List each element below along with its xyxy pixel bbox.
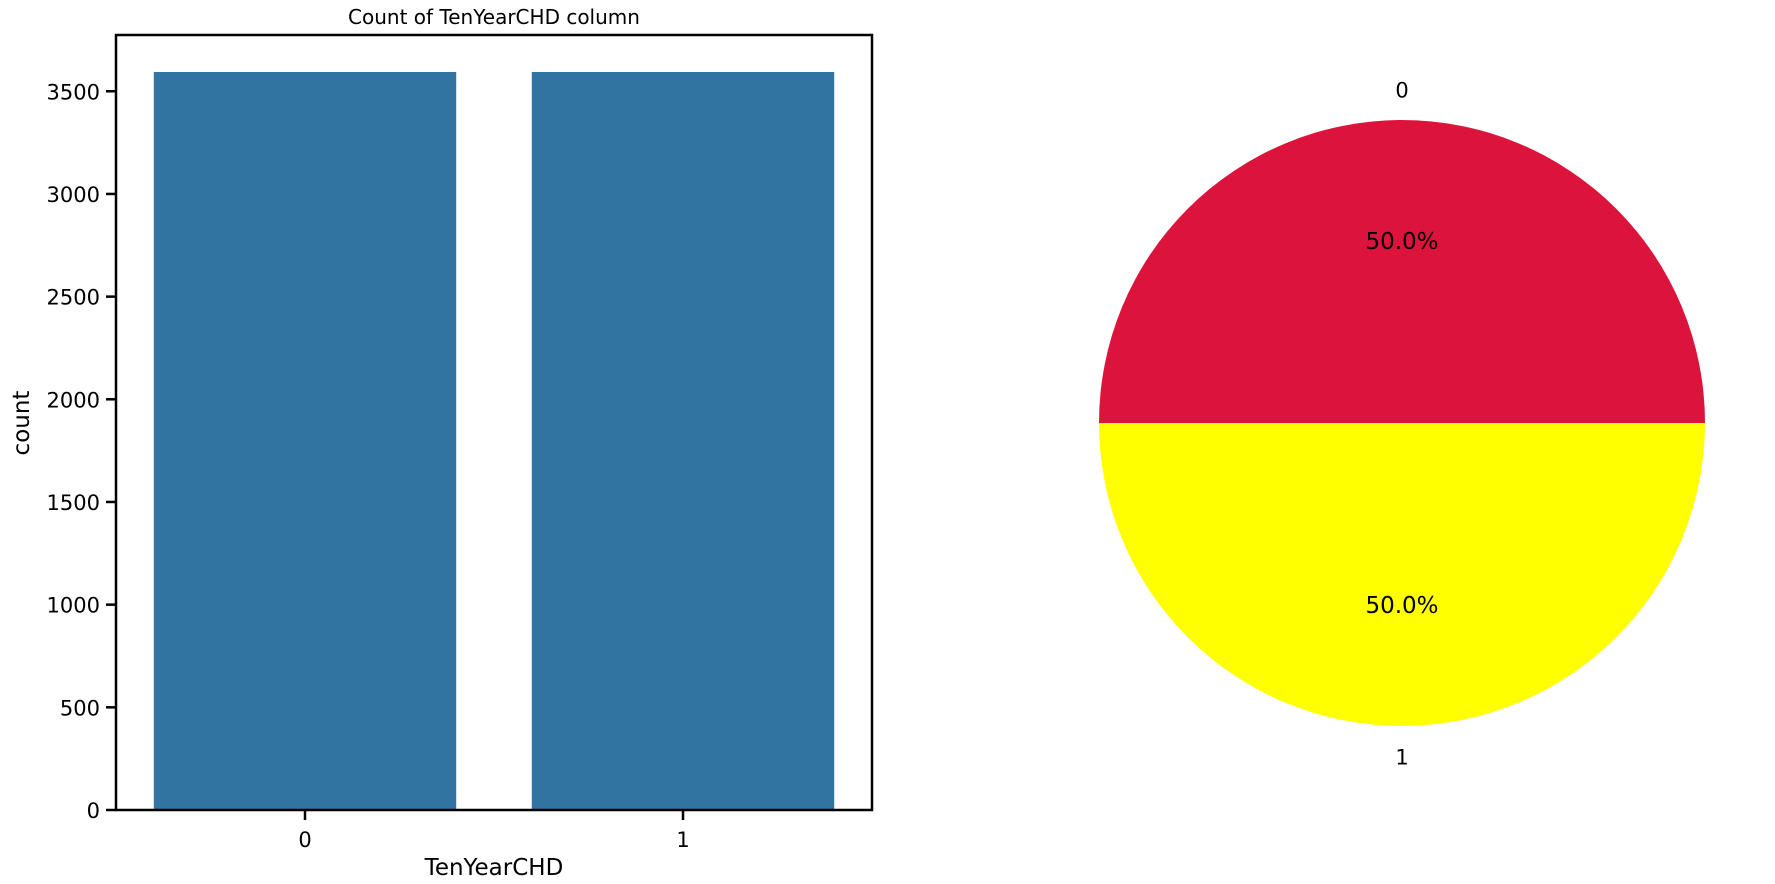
y-tick-label: 2000	[47, 388, 100, 412]
bar-chart-title: Count of TenYearCHD column	[348, 5, 640, 29]
pie-pct-label: 50.0%	[1365, 593, 1438, 619]
y-tick-label: 1500	[47, 491, 100, 515]
pie-pct-label: 50.0%	[1365, 229, 1438, 255]
y-tick-label: 0	[87, 799, 100, 823]
x-tick-label: 1	[676, 828, 689, 852]
pie-labels: 0 50.0% 1 50.0%	[1365, 79, 1438, 770]
y-axis-label: count	[9, 391, 35, 456]
y-tick-label: 1000	[47, 594, 100, 618]
x-axis-label: TenYearCHD	[424, 855, 564, 881]
plot-frame	[114, 33, 874, 812]
pie-marks	[1099, 120, 1705, 726]
pie-slice	[1099, 120, 1705, 423]
bar	[531, 71, 835, 810]
y-tick-label: 2500	[47, 286, 100, 310]
pie-slice	[1099, 423, 1705, 726]
y-tick-label: 500	[60, 696, 100, 720]
pie-slice-label: 1	[1395, 745, 1408, 769]
pie-chart: 0 50.0% 1 50.0%	[1099, 79, 1705, 770]
bar-marks	[153, 71, 835, 810]
y-axis-ticks: 0 500 1000 1500 2000 2500 3000 3500	[47, 80, 116, 823]
bar	[153, 71, 457, 810]
pie-slice-label: 0	[1395, 79, 1408, 103]
y-tick-label: 3500	[47, 80, 100, 104]
y-tick-label: 3000	[47, 183, 100, 207]
bar-chart: Count of TenYearCHD column 0 500 1000 1500 2…	[9, 5, 874, 881]
x-tick-label: 0	[298, 828, 311, 852]
